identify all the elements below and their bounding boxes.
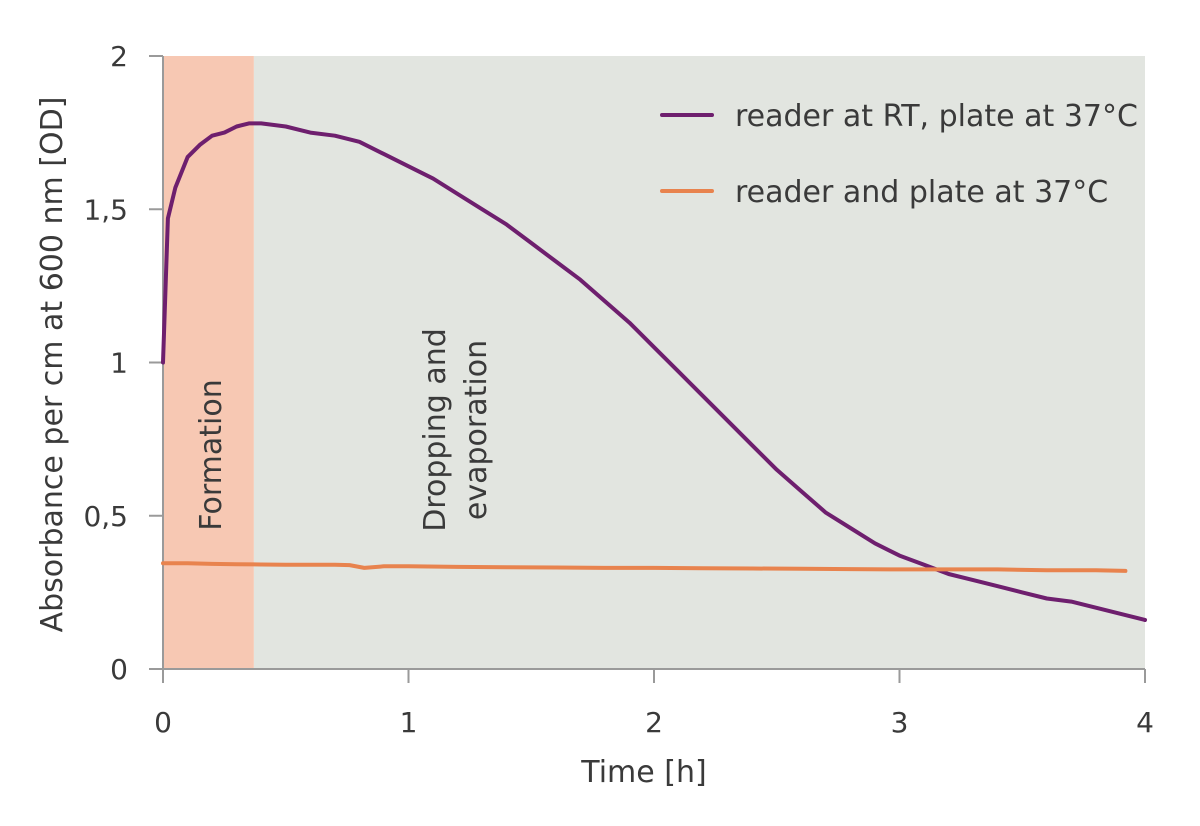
x-tick-label: 2 — [645, 706, 663, 739]
series-line-reader-rt — [161, 121, 1147, 622]
y-tick-label: 1 — [110, 347, 128, 380]
x-tick-label: 0 — [154, 706, 172, 739]
dropping-evaporation-region — [253, 56, 1145, 669]
legend-item-reader-rt: reader at RT, plate at 37°C — [660, 99, 1138, 134]
formation-region — [163, 56, 254, 669]
y-tick-label: 0 — [110, 653, 128, 686]
y-axis-title: Absorbance per cm at 600 nm [OD] — [35, 97, 70, 633]
x-tick-label: 3 — [891, 706, 909, 739]
y-tick-label: 1,5 — [83, 193, 128, 226]
formation-label: Formation — [194, 379, 229, 530]
y-tick-label: 0,5 — [83, 500, 128, 533]
dropping-label-line2: evaporation — [459, 340, 494, 520]
dropping-label-line1: Dropping and — [418, 328, 453, 532]
y-tick-label: 2 — [110, 40, 128, 73]
legend-item-reader-37: reader and plate at 37°C — [660, 175, 1108, 210]
x-tick-label: 1 — [400, 706, 418, 739]
x-tick-label: 4 — [1136, 706, 1154, 739]
legend-label: reader at RT, plate at 37°C — [735, 99, 1138, 134]
x-axis-title: Time [h] — [580, 755, 706, 790]
legend-label: reader and plate at 37°C — [735, 175, 1108, 210]
series-line-reader-37 — [161, 561, 1128, 573]
